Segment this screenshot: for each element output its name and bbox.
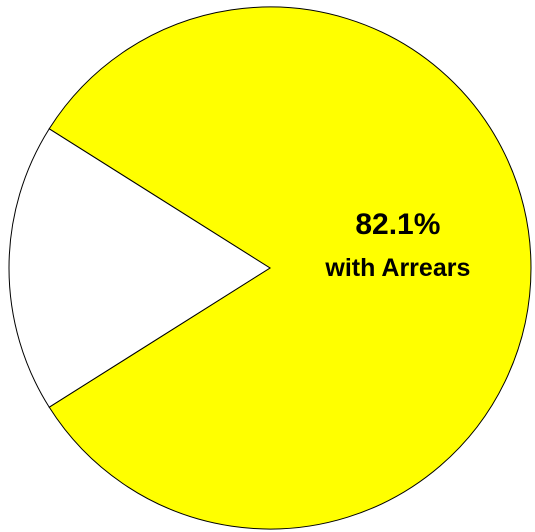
pie-slice (48, 6, 532, 530)
slice-value-label: 82.1% (355, 208, 441, 241)
slice-category-label: with Arrears (325, 254, 471, 282)
pie-slice (8, 128, 271, 408)
